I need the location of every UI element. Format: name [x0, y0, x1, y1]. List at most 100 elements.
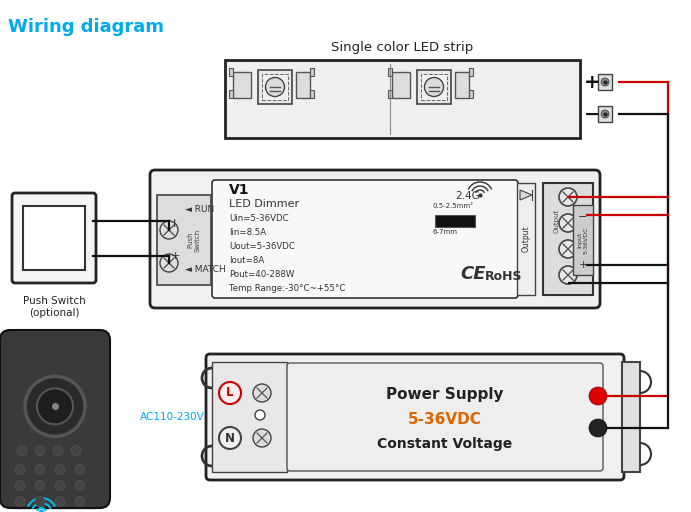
- Circle shape: [71, 445, 81, 456]
- Circle shape: [35, 497, 45, 506]
- Circle shape: [559, 240, 577, 258]
- Circle shape: [559, 266, 577, 284]
- Text: Single color LED strip: Single color LED strip: [332, 41, 473, 54]
- Text: 5-36VDC: 5-36VDC: [408, 412, 482, 426]
- Text: +: +: [170, 251, 180, 261]
- Text: Power Supply: Power Supply: [386, 387, 504, 402]
- Bar: [455, 72, 469, 98]
- Circle shape: [25, 376, 85, 436]
- Text: ◄ RUN: ◄ RUN: [185, 205, 214, 215]
- Circle shape: [35, 464, 45, 475]
- Circle shape: [53, 445, 63, 456]
- Bar: [622, 362, 640, 472]
- Text: −: −: [578, 212, 587, 222]
- Bar: [417, 70, 451, 104]
- Text: 2.4G: 2.4G: [455, 191, 480, 201]
- Bar: [573, 205, 593, 275]
- Text: +: +: [584, 73, 600, 92]
- Bar: [517, 183, 535, 295]
- Bar: [225, 60, 580, 138]
- Circle shape: [75, 481, 85, 490]
- Circle shape: [15, 481, 25, 490]
- Circle shape: [55, 497, 65, 506]
- Text: Push
Switch: Push Switch: [187, 228, 200, 251]
- Text: I: I: [173, 219, 177, 229]
- Text: RoHS: RoHS: [485, 270, 522, 283]
- Bar: [262, 74, 288, 100]
- Text: LED Dimmer: LED Dimmer: [229, 199, 299, 209]
- Text: Output: Output: [554, 208, 560, 233]
- Bar: [469, 68, 473, 76]
- FancyBboxPatch shape: [13, 496, 97, 510]
- Circle shape: [219, 382, 241, 404]
- Circle shape: [589, 419, 607, 437]
- Bar: [598, 106, 612, 122]
- Circle shape: [172, 205, 182, 215]
- Circle shape: [55, 464, 65, 475]
- Circle shape: [589, 387, 607, 405]
- Text: Output: Output: [522, 226, 531, 252]
- Circle shape: [75, 464, 85, 475]
- Bar: [258, 70, 292, 104]
- Text: AC110-230V: AC110-230V: [140, 412, 205, 422]
- Bar: [435, 215, 475, 227]
- Text: Temp Range:-30°C~+55°C: Temp Range:-30°C~+55°C: [229, 284, 346, 293]
- FancyBboxPatch shape: [150, 170, 600, 308]
- Circle shape: [15, 497, 25, 506]
- Circle shape: [601, 110, 609, 118]
- Bar: [229, 90, 233, 98]
- Circle shape: [37, 389, 73, 424]
- Circle shape: [219, 427, 241, 449]
- Bar: [157, 195, 211, 285]
- Text: 0.5-2.5mm²: 0.5-2.5mm²: [433, 203, 474, 209]
- Polygon shape: [520, 190, 532, 200]
- Text: Uin=5-36VDC: Uin=5-36VDC: [229, 214, 289, 223]
- Bar: [233, 72, 251, 98]
- Circle shape: [253, 384, 271, 402]
- Circle shape: [424, 77, 444, 97]
- Text: +: +: [578, 260, 587, 270]
- Bar: [310, 68, 314, 76]
- FancyBboxPatch shape: [287, 363, 603, 471]
- Text: Push Switch
(optional): Push Switch (optional): [23, 296, 86, 317]
- Text: Constant Voltage: Constant Voltage: [377, 437, 513, 451]
- Bar: [598, 74, 612, 90]
- FancyBboxPatch shape: [0, 330, 110, 508]
- Circle shape: [172, 265, 182, 275]
- Bar: [388, 90, 392, 98]
- FancyBboxPatch shape: [212, 180, 518, 298]
- Circle shape: [265, 77, 285, 97]
- Circle shape: [601, 78, 609, 86]
- Text: Input
5-36VDC: Input 5-36VDC: [578, 226, 589, 254]
- Circle shape: [35, 481, 45, 490]
- FancyBboxPatch shape: [12, 193, 96, 283]
- Circle shape: [559, 188, 577, 206]
- Circle shape: [253, 429, 271, 447]
- Bar: [23, 206, 85, 270]
- Circle shape: [75, 497, 85, 506]
- FancyBboxPatch shape: [206, 354, 624, 480]
- Circle shape: [160, 221, 178, 239]
- Circle shape: [35, 445, 45, 456]
- Text: CE: CE: [460, 265, 486, 283]
- Bar: [421, 74, 447, 100]
- Text: −: −: [584, 104, 600, 123]
- Text: Iout=8A: Iout=8A: [229, 256, 264, 265]
- Circle shape: [559, 214, 577, 232]
- Circle shape: [255, 410, 265, 420]
- Bar: [392, 72, 410, 98]
- Text: L: L: [226, 387, 234, 399]
- Bar: [229, 68, 233, 76]
- Text: 6-7mm: 6-7mm: [433, 229, 458, 235]
- Circle shape: [160, 254, 178, 272]
- Text: Wiring diagram: Wiring diagram: [8, 18, 164, 36]
- Bar: [388, 68, 392, 76]
- Text: V1: V1: [229, 183, 249, 197]
- Bar: [469, 90, 473, 98]
- Circle shape: [17, 445, 27, 456]
- Bar: [543, 183, 593, 295]
- Text: Pout=40-288W: Pout=40-288W: [229, 270, 294, 279]
- Bar: [310, 90, 314, 98]
- Text: Iin=8.5A: Iin=8.5A: [229, 228, 266, 237]
- Circle shape: [55, 481, 65, 490]
